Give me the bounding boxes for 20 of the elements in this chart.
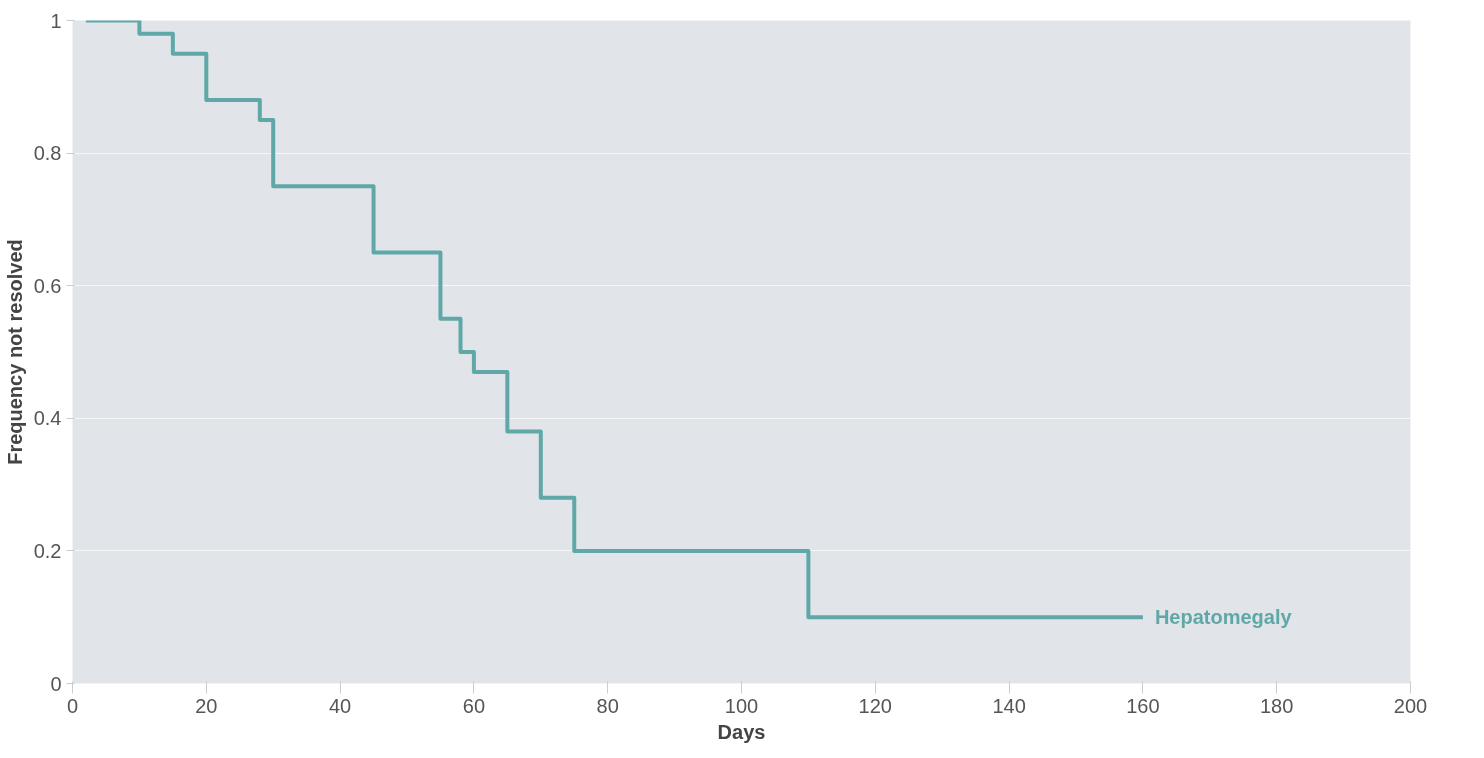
y-axis-title: Frequency not resolved: [3, 239, 26, 465]
x-tick-label: 160: [1126, 694, 1160, 717]
y-tick-label: 0.6: [33, 274, 62, 297]
x-tick-label: 200: [1393, 694, 1428, 717]
x-tick-label: 80: [596, 694, 619, 717]
x-axis-title: Days: [717, 720, 766, 743]
y-tick-label: 0.4: [33, 407, 62, 430]
x-tick-label: 40: [328, 694, 352, 717]
x-tick-label: 120: [858, 694, 892, 717]
x-tick-label: 20: [195, 694, 218, 717]
x-tick-label: 140: [992, 694, 1026, 717]
y-tick-label: 0.2: [33, 539, 62, 562]
x-tick-label: 60: [462, 694, 486, 717]
y-tick-label: 1: [50, 9, 62, 32]
x-tick-label: 100: [724, 694, 759, 717]
x-tick-label: 0: [66, 694, 79, 717]
series-label: Hepatomegaly: [1154, 606, 1293, 629]
y-tick-label: 0.8: [33, 142, 62, 165]
x-tick-label: 180: [1260, 694, 1294, 717]
y-tick-label: 0: [50, 672, 62, 695]
